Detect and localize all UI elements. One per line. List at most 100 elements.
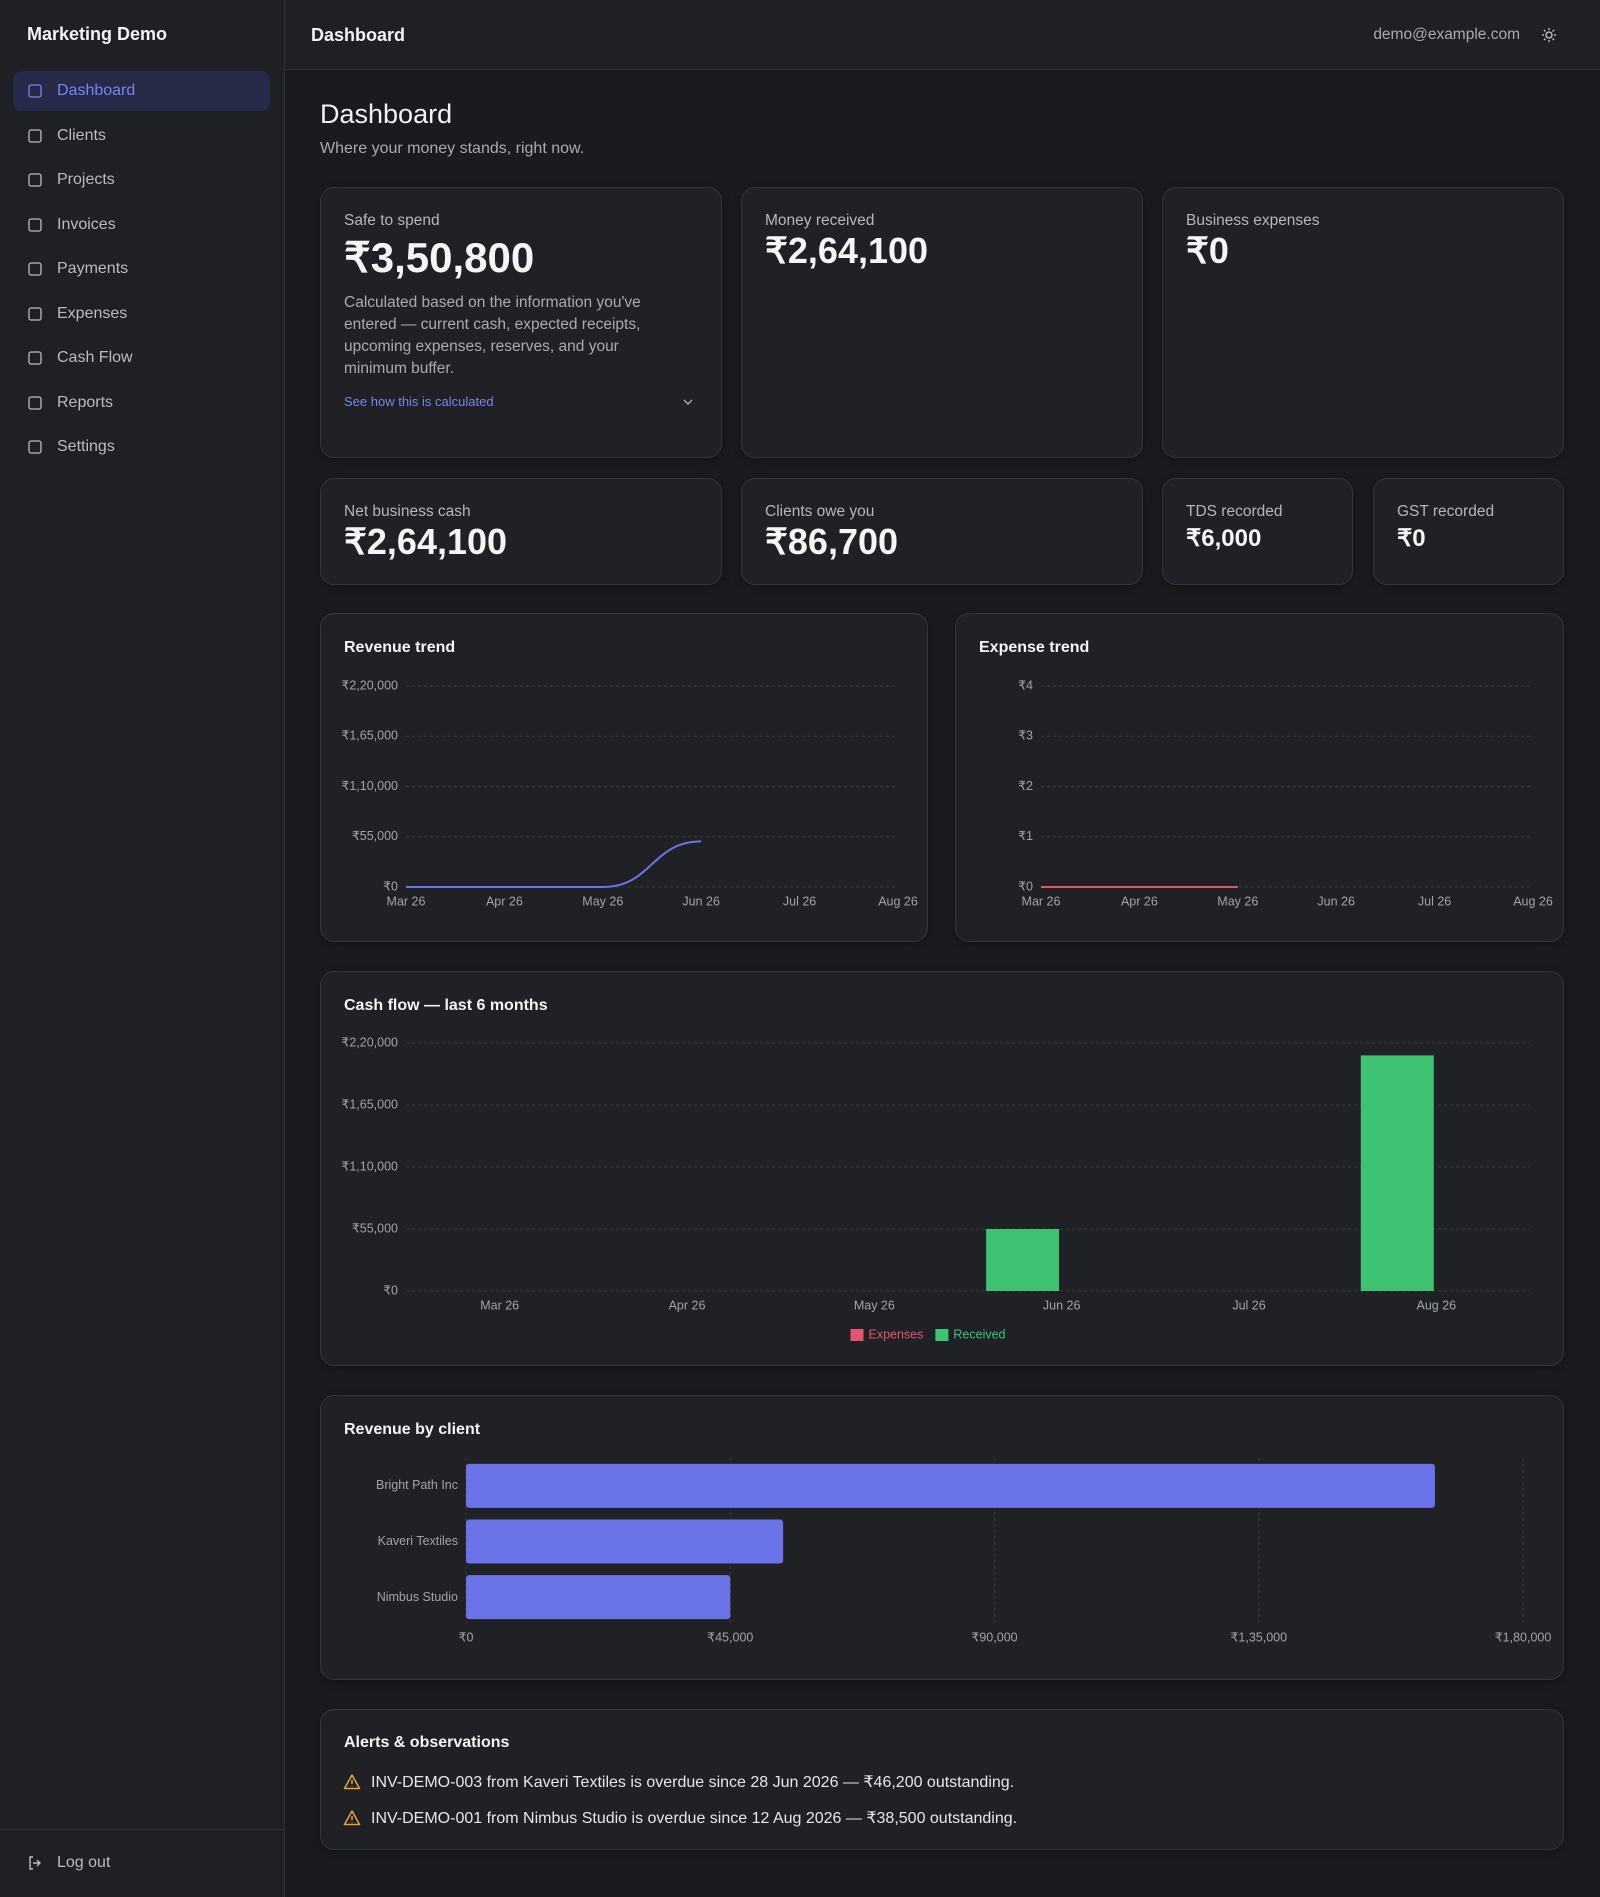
- x-tick-label: Apr 26: [669, 1298, 706, 1312]
- y-tick-label: ₹2: [1018, 779, 1033, 793]
- x-tick-label: ₹1,35,000: [1230, 1630, 1287, 1644]
- bar: [1360, 1055, 1434, 1291]
- legend-swatch: [850, 1329, 864, 1341]
- nav-item[interactable]: Projects: [13, 160, 270, 200]
- y-tick-label: Kaveri Textiles: [377, 1534, 458, 1548]
- chart-card: ₹0 ₹1 ₹2 ₹3 ₹4 Mar 26 Apr 26 May 26 Jun 26 Jul 26…: [955, 613, 1564, 942]
- nav-icon: [28, 84, 42, 98]
- alert-text: INV-DEMO-001 from Nimbus Studio is overd…: [371, 1810, 1018, 1827]
- y-tick-label: Nimbus Studio: [376, 1589, 458, 1604]
- legend-swatch: [935, 1329, 949, 1341]
- x-tick-label: Aug 26: [1417, 1298, 1457, 1312]
- bar: [466, 1575, 731, 1620]
- card: TDS recorded ₹6,000: [1162, 478, 1353, 585]
- card-value: ₹3,50,800: [344, 234, 535, 281]
- chart: ₹0 ₹55,000 ₹1,10,000 ₹1,65,000 ₹2,20,000 Mar …: [341, 1035, 1530, 1341]
- nav-icon: [28, 173, 42, 187]
- nav-icon: [28, 306, 42, 321]
- logout-icon: [29, 1856, 41, 1870]
- y-tick-label-box: Kaveri Textiles: [377, 1534, 458, 1548]
- legend-label: Received: [953, 1327, 1005, 1341]
- x-tick-label: May 26: [1217, 894, 1258, 908]
- nav-label: Cash Flow: [57, 349, 133, 366]
- nav-label: Clients: [57, 126, 106, 144]
- x-tick-label: Apr 26: [1121, 894, 1158, 908]
- bar: [986, 1229, 1060, 1291]
- card-value: ₹0: [1397, 525, 1426, 552]
- nav-item[interactable]: Settings: [13, 427, 270, 467]
- theme-toggle[interactable]: [1541, 27, 1557, 43]
- nav-label: Reports: [57, 393, 114, 411]
- y-tick-label: ₹1,10,000: [341, 1159, 398, 1173]
- header-title: Dashboard: [311, 25, 406, 45]
- card: Clients owe you ₹86,700: [741, 478, 1143, 585]
- y-tick-label: Bright Path Inc: [376, 1478, 458, 1493]
- alert-icon: [343, 1774, 361, 1790]
- nav-icon: [28, 217, 42, 232]
- bar: [466, 1463, 1435, 1508]
- card-value: ₹86,700: [765, 521, 899, 562]
- y-tick-label: ₹4: [1018, 678, 1033, 692]
- alerts-card: Alerts & observations INV-DEMO-003 from …: [320, 1709, 1564, 1850]
- nav-icon: [28, 440, 42, 454]
- y-tick-label: ₹55,000: [352, 829, 398, 843]
- x-tick-label: May 26: [854, 1298, 895, 1312]
- chart-title: Expense trend: [979, 639, 1090, 656]
- nav-label: Dashboard: [57, 82, 136, 99]
- nav-icon: [28, 351, 42, 365]
- chevron[interactable]: [682, 396, 694, 408]
- bar: [466, 1519, 784, 1564]
- line: [406, 840, 702, 889]
- card-value: ₹0: [1186, 230, 1229, 271]
- card-label: Business expenses: [1186, 212, 1320, 229]
- chart: ₹0 ₹1 ₹2 ₹3 ₹4 Mar 26 Apr 26 May 26 Jun 26 Jul 26…: [1018, 678, 1553, 908]
- card: GST recorded ₹0: [1373, 478, 1564, 585]
- header: Dashboard demo@example.com: [285, 0, 1600, 70]
- chart: ₹0 ₹45,000 ₹90,000 ₹1,35,000 ₹1,80,000 Bright…: [376, 1458, 1551, 1644]
- x-tick-label: ₹90,000: [971, 1630, 1017, 1644]
- nav-icon: [28, 262, 42, 276]
- y-tick-label: ₹0: [383, 1283, 398, 1297]
- card-link[interactable]: See how this is calculated: [344, 394, 494, 409]
- nav-item[interactable]: Cash Flow: [13, 338, 270, 378]
- logout[interactable]: Log out: [0, 1829, 284, 1897]
- chart-card: ₹0 ₹55,000 ₹1,10,000 ₹1,65,000 ₹2,20,000 Mar …: [320, 971, 1564, 1366]
- nav-label: Settings: [57, 438, 115, 455]
- legend-label: Expenses: [868, 1327, 923, 1341]
- nav-label: Invoices: [57, 215, 116, 233]
- card-description: Calculated based on the information you'…: [344, 294, 641, 377]
- card: Safe to spend ₹3,50,800 Calculated based…: [320, 187, 722, 458]
- x-tick-label: Jul 26: [1232, 1298, 1265, 1312]
- x-tick-label: ₹0: [459, 1630, 474, 1644]
- alert-icon: [343, 1810, 361, 1826]
- x-tick-label: Mar 26: [387, 894, 426, 908]
- card: Net business cash ₹2,64,100: [320, 478, 722, 585]
- chart-card: ₹0 ₹45,000 ₹90,000 ₹1,35,000 ₹1,80,000 Bright…: [320, 1395, 1564, 1680]
- alerts-title: Alerts & observations: [344, 1734, 510, 1751]
- x-tick-label: Jul 26: [1418, 894, 1451, 908]
- y-tick-label: ₹2,20,000: [341, 1035, 398, 1049]
- nav-item[interactable]: Dashboard: [13, 71, 270, 111]
- y-tick-label: ₹1,10,000: [341, 779, 398, 793]
- y-tick-label: ₹0: [383, 879, 398, 893]
- card: Business expenses ₹0: [1162, 187, 1564, 458]
- chart-title: Cash flow — last 6 months: [344, 997, 548, 1014]
- x-tick-label: Apr 26: [486, 894, 523, 908]
- logout-label: Log out: [57, 1854, 111, 1871]
- nav-item[interactable]: Clients: [13, 116, 270, 156]
- card-value: ₹2,64,100: [344, 521, 508, 562]
- nav-item[interactable]: Payments: [13, 249, 270, 289]
- card-label: Safe to spend: [344, 212, 440, 229]
- x-tick-label: Mar 26: [480, 1298, 519, 1312]
- y-tick-label: ₹1: [1018, 829, 1033, 843]
- nav-item[interactable]: Expenses: [13, 294, 270, 334]
- chart: ₹0 ₹55,000 ₹1,10,000 ₹1,65,000 ₹2,20,000 Mar …: [341, 678, 917, 908]
- card-value: ₹2,64,100: [765, 230, 929, 271]
- nav-item[interactable]: Invoices: [13, 205, 270, 245]
- x-tick-label: Mar 26: [1022, 894, 1061, 908]
- page-title: Dashboard: [320, 99, 453, 129]
- x-tick-label: Jun 26: [682, 894, 720, 908]
- y-tick-label: ₹2,20,000: [341, 678, 398, 692]
- nav-item[interactable]: Reports: [13, 383, 270, 423]
